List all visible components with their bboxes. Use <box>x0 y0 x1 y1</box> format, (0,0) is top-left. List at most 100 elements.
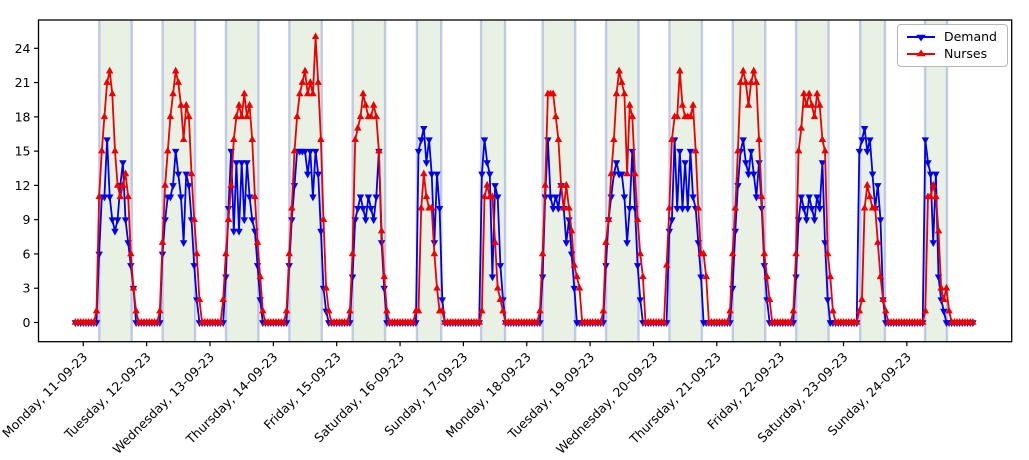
nurses-series-marker <box>251 192 259 200</box>
demand-series-marker <box>863 148 871 156</box>
nurses-series-marker <box>742 78 750 85</box>
nurses-series-marker <box>491 238 499 245</box>
nurses-series-marker <box>478 306 486 314</box>
demand-series-marker <box>364 194 373 202</box>
y-tick-label: 3 <box>23 281 31 296</box>
nurses-series-markers <box>71 32 977 325</box>
demand-series-marker <box>496 263 505 270</box>
demand-series-marker <box>303 171 312 179</box>
demand-series-marker <box>240 217 249 225</box>
nurses-series-marker <box>224 215 233 222</box>
demand-series-marker <box>435 205 444 213</box>
demand-series-marker <box>552 194 560 202</box>
demand-series-marker <box>808 205 816 213</box>
nurses-series-marker <box>248 135 256 142</box>
nurses-series-marker <box>810 112 819 120</box>
demand-series-markers <box>71 125 977 327</box>
demand-series-marker <box>554 205 563 213</box>
nurses-series-marker <box>158 238 167 245</box>
nurses-series-marker <box>826 272 835 280</box>
nurses-series-marker <box>752 78 761 85</box>
nurses-series-marker <box>95 192 103 200</box>
nurses-series-marker <box>876 272 885 280</box>
nurses-series-marker <box>259 306 267 314</box>
demand-series-marker <box>417 137 425 145</box>
nurses-series-marker <box>319 215 328 222</box>
nurses-series-marker <box>541 180 549 188</box>
nurses-series-marker <box>794 146 803 154</box>
nurses-series-marker <box>633 215 642 222</box>
nurses-series-marker <box>620 89 629 97</box>
nurses-series-marker <box>298 78 307 85</box>
nurses-series-marker <box>103 78 111 85</box>
nurses-series-marker <box>863 180 871 188</box>
demand-series-marker <box>549 205 557 213</box>
legend-item-demand: Demand <box>906 30 997 44</box>
nurses-series-marker <box>942 283 951 291</box>
nurses-series-marker <box>100 112 109 120</box>
nurses-series-marker <box>757 192 766 200</box>
nurses-series-marker <box>639 272 647 280</box>
nurses-series-marker <box>734 146 742 154</box>
demand-series-marker <box>816 205 824 213</box>
demand-series-marker <box>570 285 578 293</box>
demand-series-marker <box>248 217 256 225</box>
demand-series-marker <box>237 160 246 168</box>
nurses-series-marker <box>852 318 861 325</box>
nurses-series-marker <box>343 318 351 325</box>
nurses-series-marker <box>755 135 763 142</box>
nurses-series-marker <box>309 89 317 97</box>
demand-series-marker <box>800 205 808 213</box>
nurses-series-marker <box>169 89 177 97</box>
demand-series-marker <box>858 137 866 145</box>
nurses-series-marker <box>945 306 953 314</box>
nurses-series-marker <box>132 306 140 314</box>
nurses-series-marker <box>475 318 483 325</box>
nurses-series-marker <box>723 318 732 325</box>
demand-series-marker <box>433 171 441 179</box>
demand-series-marker <box>169 183 177 190</box>
demand-series-marker <box>486 171 494 179</box>
demand-series-marker <box>232 160 241 168</box>
nurses-series-marker <box>660 318 668 325</box>
y-tick-label: 21 <box>15 75 31 90</box>
y-tick-label: 0 <box>23 315 31 330</box>
nurses-series-marker <box>480 192 489 200</box>
nurses-series-marker <box>882 306 890 314</box>
nurses-series-marker <box>816 100 824 108</box>
demand-series-marker <box>314 171 322 179</box>
nurses-series-marker <box>549 89 557 97</box>
y-tick-label: 15 <box>15 144 31 159</box>
demand-series-marker <box>103 137 111 145</box>
demand-series-marker <box>874 183 882 190</box>
nurses-series-marker <box>618 78 626 85</box>
demand-series-marker <box>380 285 388 293</box>
demand-series-marker <box>369 217 378 225</box>
nurses-series-marker <box>858 295 866 302</box>
demand-series-marker <box>612 160 621 168</box>
demand-series-marker <box>678 205 687 213</box>
nurses-series-marker <box>185 112 193 120</box>
nurses-series-marker <box>567 226 576 234</box>
demand-series-line <box>75 127 973 324</box>
nurses-line-marker-icon <box>906 49 935 57</box>
nurses-series-marker <box>98 146 106 154</box>
nurses-series-marker <box>369 100 378 108</box>
nurses-series-marker <box>153 318 161 325</box>
nurses-series-marker <box>533 318 542 325</box>
demand-series-marker <box>317 228 325 236</box>
nurses-series-marker <box>354 123 362 131</box>
demand-series-marker <box>813 194 821 202</box>
nurses-series-marker <box>179 135 188 142</box>
nurses-series-marker <box>575 283 584 291</box>
nurses-series-marker <box>113 180 122 188</box>
y-tick-label: 18 <box>15 109 31 124</box>
demand-series-marker <box>686 148 695 156</box>
demand-series-marker <box>805 194 813 202</box>
nurses-series-marker <box>610 135 618 142</box>
shift-band <box>542 20 576 342</box>
demand-series-marker <box>676 148 684 156</box>
y-axis: 0 3 6 9 12 15 18 21 24 <box>15 41 39 330</box>
nurses-series-marker <box>124 192 132 200</box>
nurses-series-marker <box>161 180 169 188</box>
